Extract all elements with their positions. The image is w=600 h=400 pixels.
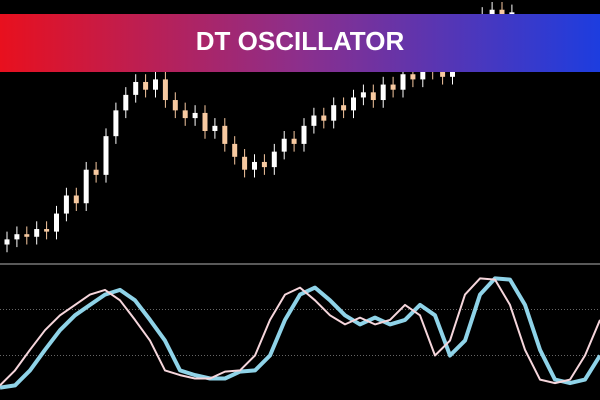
candle-body <box>400 74 406 90</box>
candle-body <box>113 110 119 137</box>
candle-body <box>44 229 50 232</box>
candle-body <box>212 125 218 131</box>
title-banner <box>0 14 600 72</box>
candle-body <box>63 195 69 214</box>
candle-body <box>380 84 386 101</box>
candle-body <box>242 156 248 170</box>
oscillator-panel <box>0 276 600 390</box>
candle-body <box>202 112 208 131</box>
candle-body <box>34 229 40 237</box>
price-panel <box>4 2 515 253</box>
candle-body <box>73 195 79 204</box>
candle-body <box>232 143 238 157</box>
candle-body <box>331 105 337 121</box>
candle-body <box>123 94 129 111</box>
candle-body <box>103 136 109 175</box>
candle-body <box>14 234 20 240</box>
candle-body <box>440 71 446 77</box>
candle-body <box>153 79 158 90</box>
candle-body <box>192 112 198 119</box>
candle-body <box>54 213 59 232</box>
candle-body <box>351 97 356 111</box>
candle-body <box>252 161 257 170</box>
oscillator-line <box>0 277 600 387</box>
candle-body <box>271 151 277 168</box>
candle-body <box>360 92 366 98</box>
candle-body <box>370 92 376 101</box>
candle-body <box>4 239 10 245</box>
candle-body <box>261 161 267 168</box>
candle-body <box>301 125 307 144</box>
candle-body <box>341 105 347 111</box>
oscillator-line <box>0 276 600 390</box>
candle-body <box>499 9 505 18</box>
candle-body <box>390 84 396 90</box>
candle-body <box>311 115 317 126</box>
candle-body <box>133 81 139 95</box>
candle-body <box>83 169 89 204</box>
candle-body <box>281 138 287 152</box>
candle-body <box>24 234 30 237</box>
candle-body <box>321 115 327 121</box>
candle-body <box>172 100 178 111</box>
candle-body <box>93 169 99 175</box>
candle-body <box>182 110 188 119</box>
chart-title: DT OSCILLATOR <box>196 26 405 56</box>
candle-body <box>143 81 149 90</box>
candle-body <box>420 66 426 80</box>
candle-body <box>222 125 228 144</box>
candle-body <box>291 138 297 144</box>
candle-body <box>410 74 416 80</box>
candle-body <box>162 79 168 101</box>
candle-body <box>489 9 495 15</box>
